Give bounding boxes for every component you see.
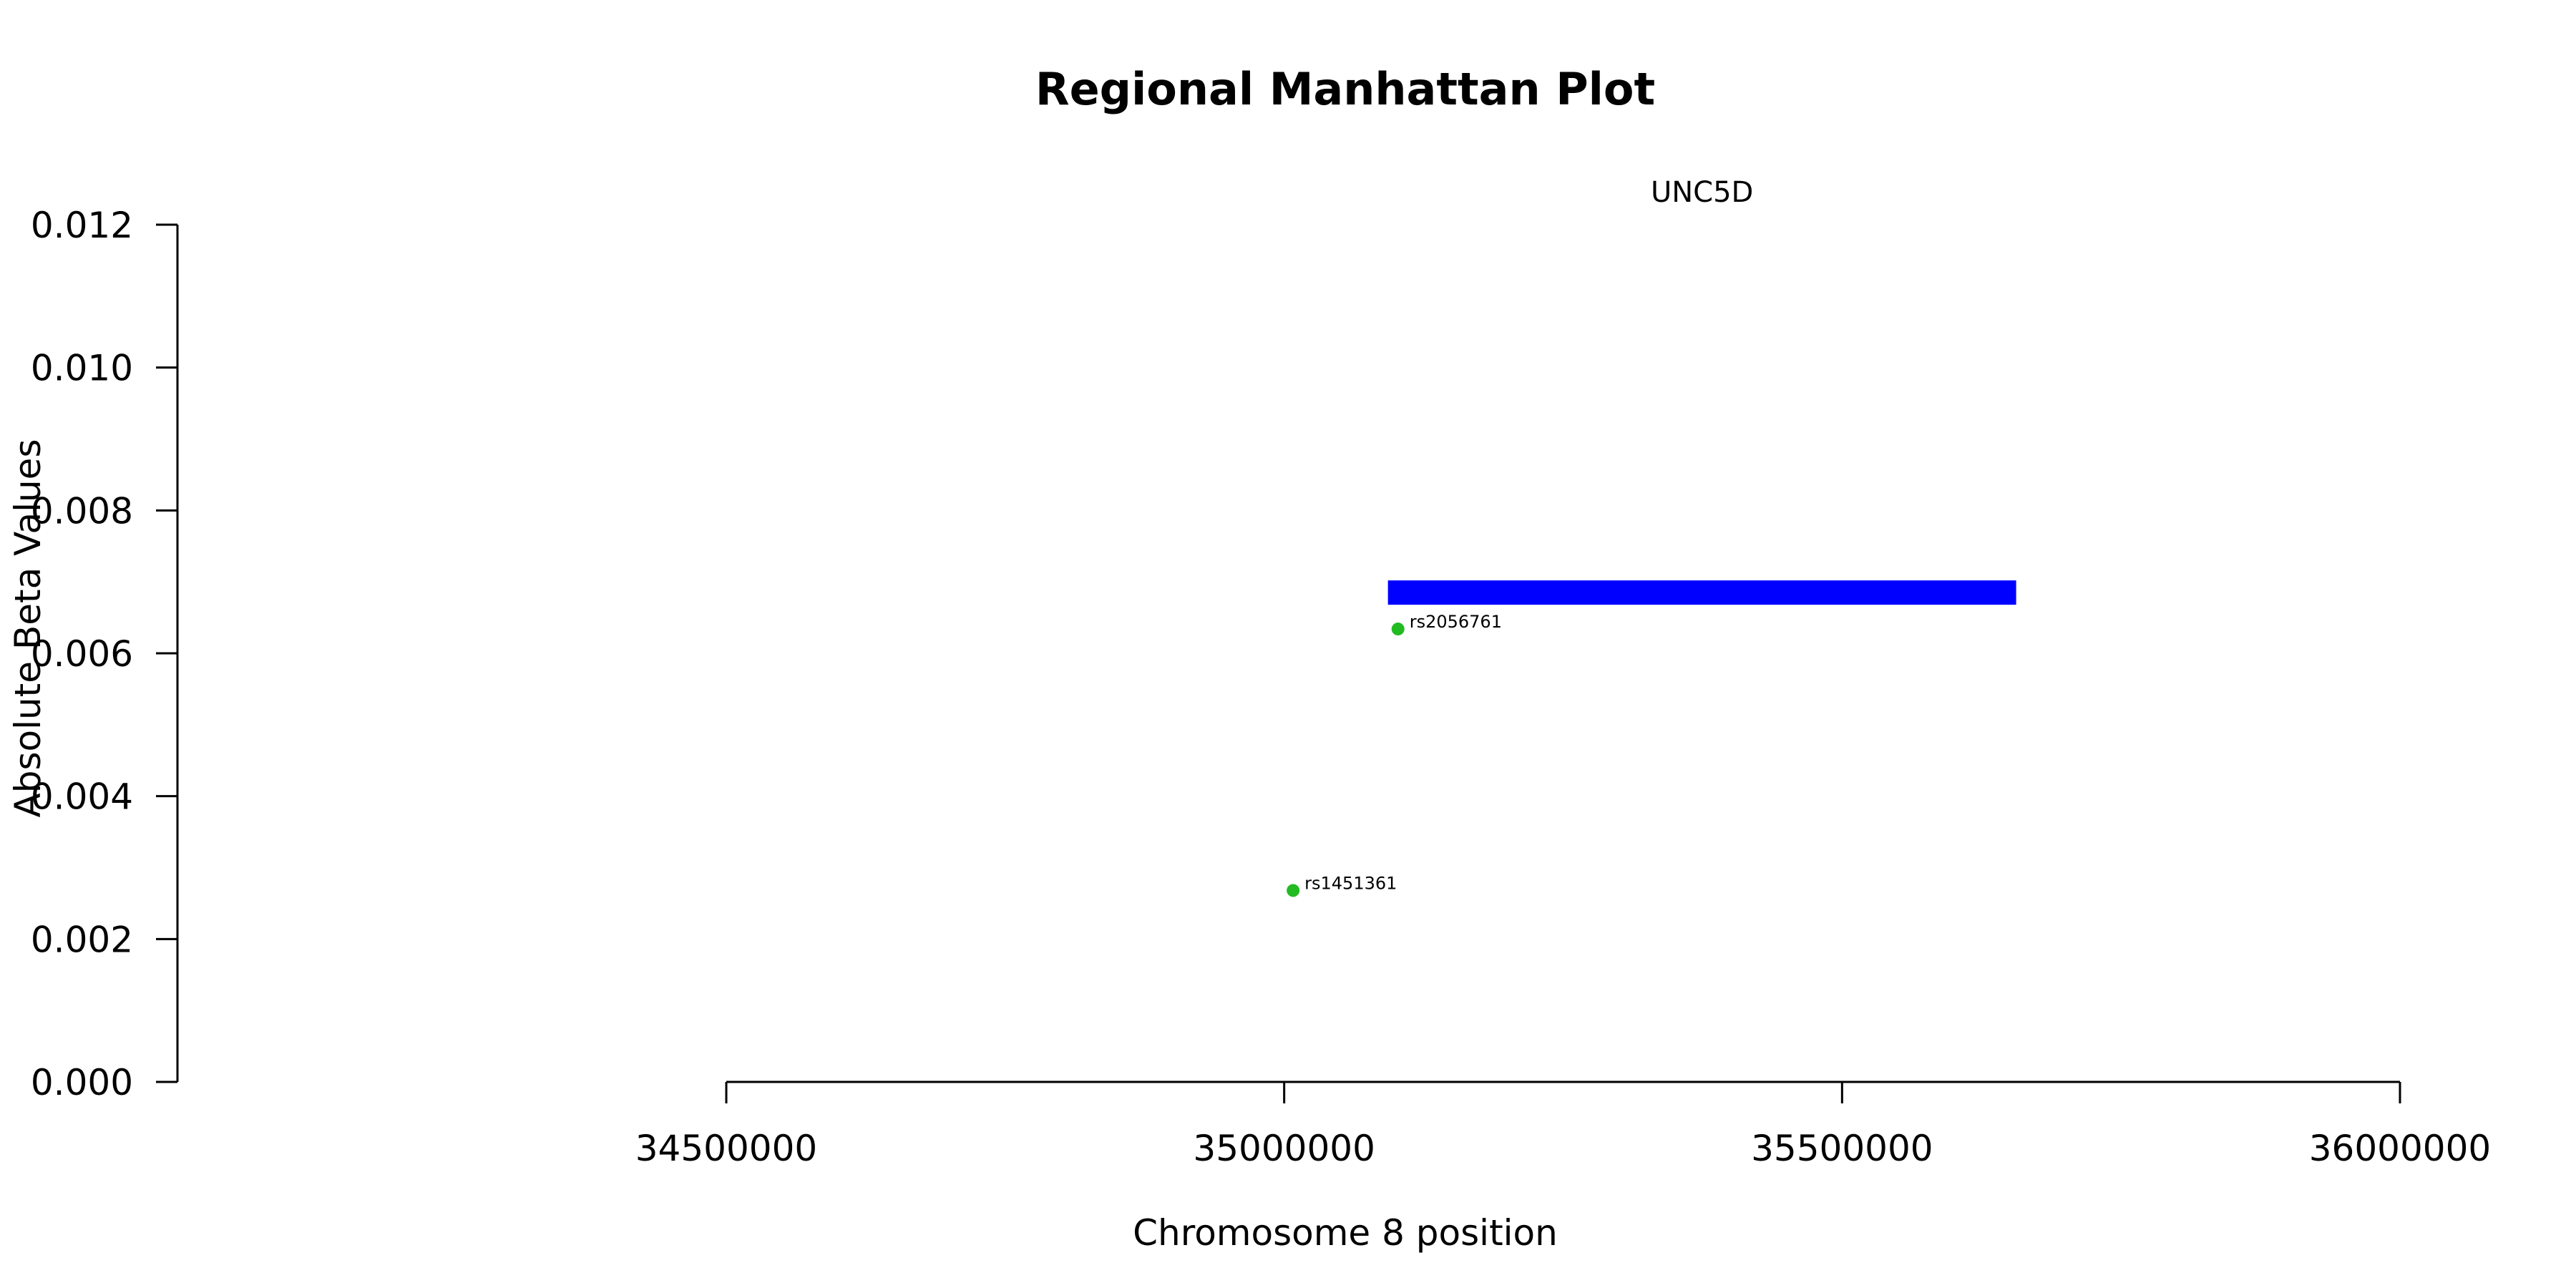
x-axis-label: Chromosome 8 position xyxy=(1133,1212,1558,1254)
snp-point xyxy=(1287,884,1300,897)
snp-point xyxy=(1391,623,1405,636)
y-tick-label: 0.012 xyxy=(31,205,133,246)
x-tick-label: 35000000 xyxy=(1193,1128,1375,1169)
y-tick-label: 0.004 xyxy=(31,776,133,818)
y-tick-label: 0.008 xyxy=(31,490,133,532)
y-tick-label: 0.006 xyxy=(31,633,133,675)
y-axis-ticks: 0.000 0.002 0.004 0.006 0.008 0.010 0.012 xyxy=(31,205,177,1103)
x-tick-label: 36000000 xyxy=(2309,1128,2492,1169)
y-tick-label: 0.010 xyxy=(31,348,133,389)
snp-label: rs2056761 xyxy=(1410,612,1502,632)
snp-points: rs1451361 rs2056761 xyxy=(1287,612,1502,897)
y-tick-label: 0.000 xyxy=(31,1062,133,1103)
gene-label: UNC5D xyxy=(1651,176,1753,209)
x-tick-label: 35500000 xyxy=(1751,1128,1933,1169)
gene-track: UNC5D xyxy=(1387,176,2016,605)
snp-label: rs1451361 xyxy=(1304,873,1397,893)
y-tick-label: 0.002 xyxy=(31,919,133,960)
chart-title: Regional Manhattan Plot xyxy=(1035,63,1655,115)
x-tick-label: 34500000 xyxy=(635,1128,818,1169)
gene-bar xyxy=(1387,580,2016,605)
x-axis-ticks: 34500000 35000000 35500000 36000000 xyxy=(635,1082,2492,1169)
y-axis-label: Absolute Beta Values xyxy=(7,439,49,818)
